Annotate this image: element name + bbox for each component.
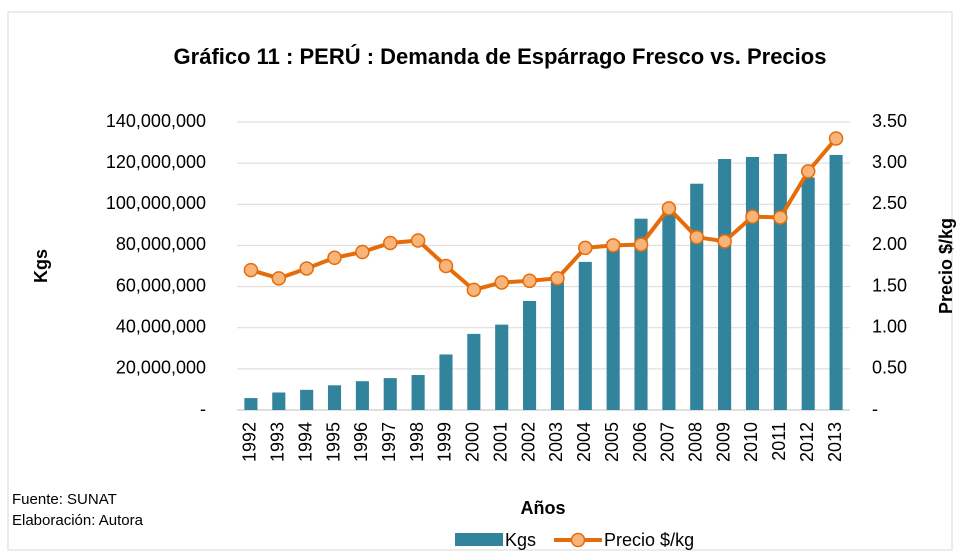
legend-swatch [455,533,503,546]
marker [383,235,398,251]
x-tick-label: 2007 [658,422,678,462]
marker [745,209,760,224]
x-tick-label: 2009 [713,422,733,462]
footnote: Fuente: SUNAT [12,491,117,508]
bar [411,375,425,410]
x-tick-label: 1998 [407,422,427,462]
x-tick-label: 1999 [435,422,455,462]
y-tick-label: 100,000,000 [106,193,206,213]
chart-border [7,11,953,551]
chart-title: Gráfico 11 : PERÚ : Demanda de Espárrago… [174,44,827,69]
x-tick-label: 2001 [490,422,510,462]
y2-axis-title: Precio $/kg [936,218,956,314]
bar [773,153,787,410]
bar [467,333,481,410]
y2-tick-label: - [872,399,878,419]
marker [355,244,370,260]
marker [299,261,314,276]
marker [689,229,704,245]
y2-tick-label: 1.00 [872,316,907,336]
marker [773,210,788,225]
bar [634,218,648,410]
x-tick-label: 2010 [741,422,761,462]
y2-tick-label: 0.50 [872,358,907,378]
bar [439,354,453,410]
bar [578,261,592,410]
y-tick-label: 60,000,000 [116,275,206,295]
y-tick-label: 120,000,000 [106,152,206,172]
x-tick-label: 2011 [769,422,789,461]
marker [633,237,649,252]
bar [662,210,676,410]
marker [550,271,565,286]
x-tick-label: 2003 [546,422,566,462]
x-tick-label: 2008 [686,422,706,462]
legend-label: Precio $/kg [604,530,694,550]
bar [355,381,369,410]
x-tick-label: 1992 [240,422,260,462]
bar [383,378,397,410]
y-axis-title: Kgs [31,249,51,283]
bar [801,177,815,410]
bar [272,392,286,410]
footnote: Elaboración: Autora [12,512,144,529]
bar [606,241,620,410]
y-tick-label: 20,000,000 [116,358,206,378]
legend-label: Kgs [505,530,536,550]
marker [800,164,816,179]
bar [745,156,760,410]
y2-tick-label: 3.50 [872,111,907,131]
y2-tick-label: 3.00 [872,152,907,172]
marker [605,238,621,253]
x-axis-title: Años [521,498,566,518]
bar [829,154,843,410]
legend-swatch [570,532,586,548]
x-tick-label: 2002 [518,422,538,462]
x-tick-label: 2000 [463,422,483,462]
bar [718,159,732,410]
x-tick-label: 1997 [379,422,399,462]
x-tick-label: 2006 [630,422,650,462]
bar [300,389,314,410]
marker [466,282,482,298]
bar [327,385,342,410]
bar [523,300,537,410]
marker [494,275,509,290]
bar [244,398,258,410]
marker [271,271,287,286]
y2-tick-label: 2.50 [872,193,907,213]
marker [578,240,593,256]
x-tick-label: 2005 [602,422,622,462]
x-tick-label: 2004 [574,422,594,462]
x-tick-label: 2012 [797,422,817,462]
bar [690,183,704,410]
bar [550,282,564,410]
x-tick-label: 1995 [323,422,343,462]
x-tick-label: 1993 [268,422,288,462]
marker [522,273,537,289]
y2-tick-label: 2.00 [872,234,907,254]
marker [661,201,677,216]
bar [495,324,509,410]
marker [717,234,732,249]
marker [410,233,426,248]
y-tick-label: 40,000,000 [116,316,206,336]
x-tick-label: 1994 [295,422,315,462]
line [250,137,838,292]
marker [438,258,454,274]
marker [327,250,342,266]
y2-tick-label: 1.50 [872,275,907,295]
x-tick-label: 2013 [825,422,845,462]
y-tick-label: - [200,399,206,419]
marker [243,262,259,278]
marker [828,131,844,146]
y-tick-label: 80,000,000 [116,234,206,254]
x-tick-label: 1996 [351,422,371,462]
y-tick-label: 140,000,000 [106,111,206,131]
